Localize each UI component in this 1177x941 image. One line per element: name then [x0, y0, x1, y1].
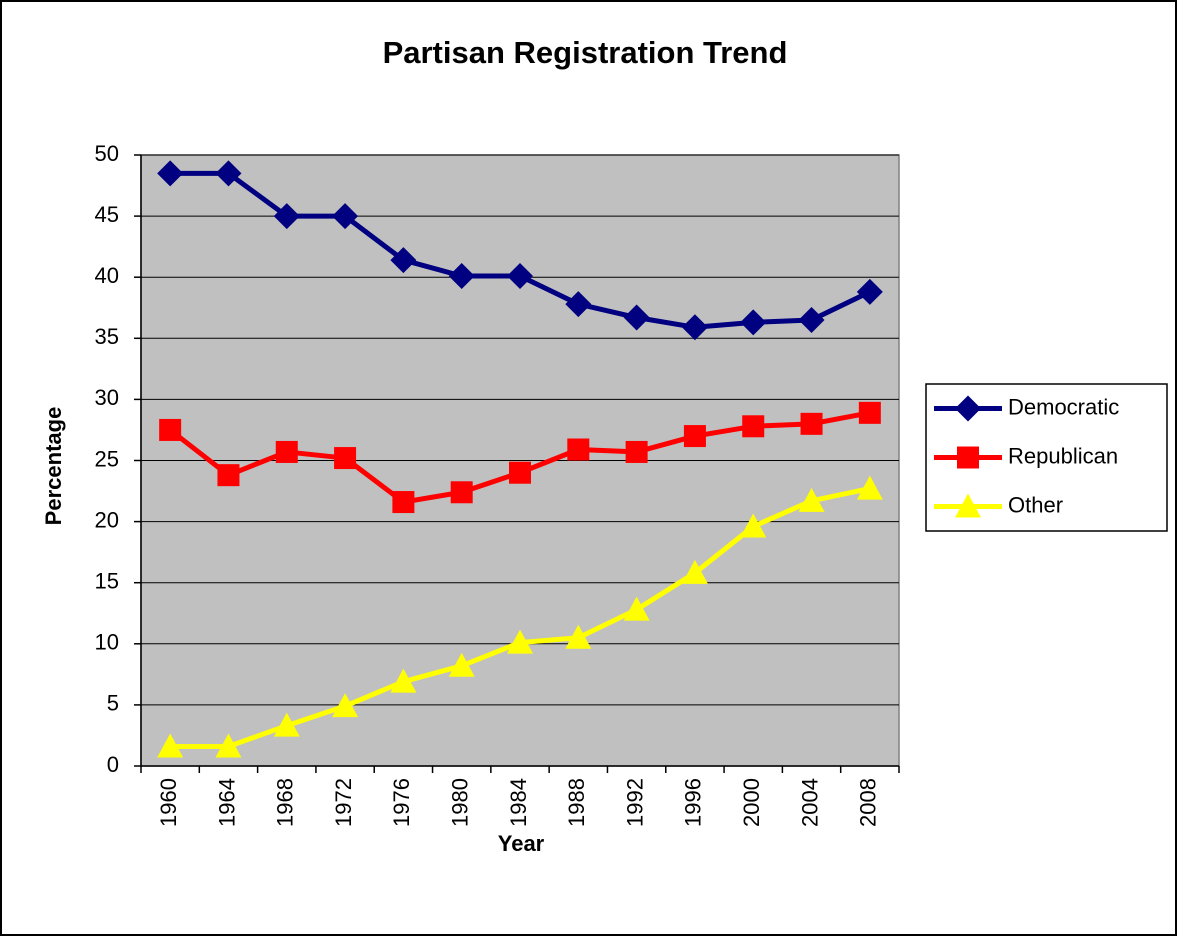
y-tick-label: 15	[95, 569, 119, 594]
x-tick-label: 2000	[739, 778, 764, 827]
x-tick-label: 1968	[273, 778, 298, 827]
data-point	[623, 596, 650, 621]
data-point	[507, 262, 533, 289]
data-point	[681, 314, 708, 341]
y-tick-label: 30	[95, 385, 119, 410]
legend-label: Republican	[1008, 443, 1118, 468]
data-point	[215, 733, 242, 758]
y-tick-label: 25	[95, 446, 119, 471]
data-point	[798, 487, 825, 512]
data-point	[273, 712, 300, 737]
data-point	[157, 160, 184, 187]
data-point	[798, 306, 825, 333]
legend-marker	[955, 493, 981, 518]
data-point	[856, 475, 883, 500]
x-tick-label: 1964	[214, 778, 239, 827]
data-point	[332, 203, 359, 230]
x-tick-label: 2004	[797, 778, 822, 827]
data-point	[683, 425, 706, 448]
data-point	[856, 278, 883, 305]
legend-label: Democratic	[1008, 394, 1119, 419]
data-point	[448, 652, 475, 677]
data-point	[450, 481, 473, 504]
y-tick-label: 50	[95, 141, 119, 166]
data-point	[800, 412, 823, 435]
data-point	[858, 401, 881, 424]
x-tick-label: 1996	[681, 778, 706, 827]
data-point	[273, 203, 300, 230]
data-point	[740, 513, 767, 538]
data-point	[507, 629, 533, 654]
data-point	[567, 438, 590, 461]
data-point	[448, 262, 475, 289]
data-point	[742, 415, 765, 438]
data-point	[275, 440, 298, 463]
y-tick-label: 20	[95, 507, 119, 532]
x-tick-label: 1972	[331, 778, 356, 827]
data-point	[565, 291, 592, 318]
legend-label: Other	[1008, 492, 1063, 517]
data-point	[332, 693, 359, 718]
legend-marker	[957, 446, 979, 469]
x-tick-label: 1988	[564, 778, 589, 827]
y-axis-title: Percentage	[41, 407, 66, 526]
data-point	[159, 418, 182, 441]
y-tick-label: 5	[107, 691, 119, 716]
x-tick-label: 1960	[156, 778, 181, 827]
data-point	[565, 624, 592, 649]
data-point	[215, 160, 242, 187]
y-tick-label: 0	[107, 752, 119, 777]
data-point	[390, 247, 417, 274]
x-axis-title: Year	[498, 831, 545, 856]
y-tick-label: 45	[95, 202, 119, 227]
data-point	[681, 559, 708, 584]
y-tick-label: 10	[95, 630, 119, 655]
data-point	[623, 304, 650, 331]
data-point	[334, 447, 357, 470]
legend-marker	[955, 395, 981, 422]
y-tick-label: 40	[95, 263, 119, 288]
data-point	[740, 309, 767, 336]
x-tick-label: 1984	[506, 778, 531, 827]
x-tick-label: 1992	[622, 778, 647, 827]
data-point	[392, 491, 415, 514]
x-tick-label: 1976	[389, 778, 414, 827]
data-point	[625, 440, 648, 463]
data-point	[390, 668, 417, 693]
x-tick-label: 1980	[448, 778, 473, 827]
data-point	[509, 461, 531, 484]
chart-title: Partisan Registration Trend	[383, 35, 788, 70]
data-point	[157, 733, 184, 758]
x-tick-label: 2008	[856, 778, 881, 827]
data-point	[217, 464, 240, 487]
y-tick-label: 35	[95, 324, 119, 349]
